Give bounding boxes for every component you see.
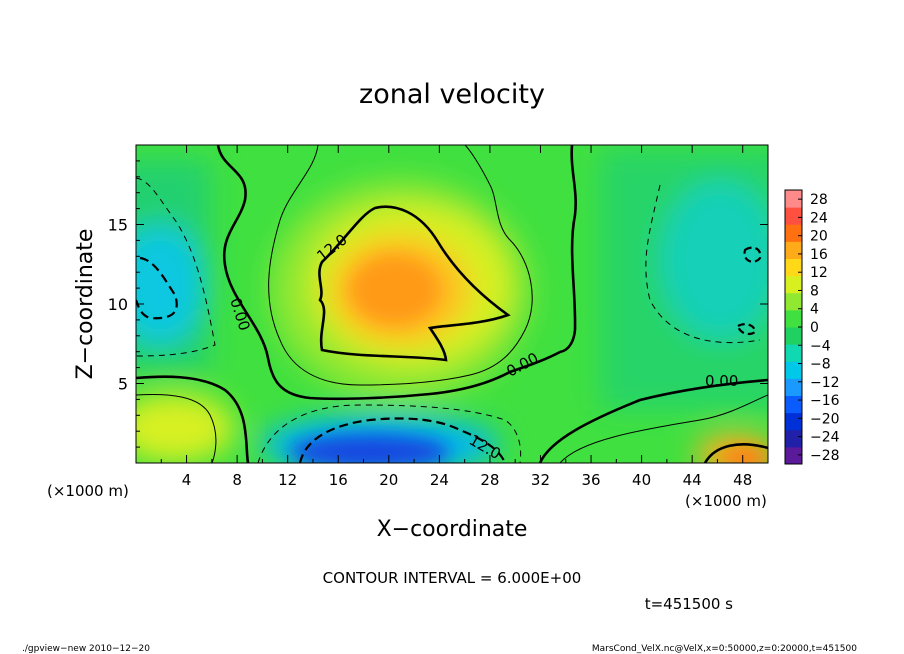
- colorbar-tick-label: 8: [810, 283, 819, 299]
- x-tick-label: 40: [632, 471, 651, 489]
- contour-pos6-southeast: [559, 394, 768, 463]
- x-ticks: 4 8 12 16 20 24 28 32 36 40 44 48: [160, 145, 752, 489]
- x-tick-label: 48: [733, 471, 752, 489]
- x-tick-label: 12: [278, 471, 297, 489]
- colorbar-tick-label: 20: [810, 229, 828, 245]
- colorbar-tick-label: −8: [810, 357, 831, 373]
- x-unit-right: (×1000 m): [685, 492, 767, 510]
- contour-zero-bottom: [136, 375, 250, 463]
- contour-pos6: [268, 145, 533, 386]
- contour-interval-text: CONTOUR INTERVAL = 6.000E+00: [323, 569, 582, 587]
- contour-neg6-west: [136, 177, 216, 357]
- contour-zero-west: [216, 145, 577, 401]
- footer-right-text: MarsCond_VelX.nc@VelX,x=0:50000,z=0:2000…: [592, 644, 857, 654]
- positive-peak: [350, 255, 440, 325]
- colorbar-band: [785, 207, 802, 225]
- negative-core: [290, 434, 450, 463]
- colorbar-tick-label: 28: [810, 192, 828, 208]
- colorbar-band: [785, 378, 802, 396]
- colorbar-tick-label: −28: [810, 448, 840, 464]
- colorbar-band: [785, 309, 802, 328]
- contour-zero-right: [538, 378, 768, 463]
- contour-pos6-south: [136, 393, 217, 463]
- contour-12-southeast: [703, 443, 768, 463]
- contour-neg12-south: [298, 417, 507, 463]
- x-tick-label: 8: [232, 471, 242, 489]
- colorbar-tick-label: 12: [810, 265, 828, 281]
- colorbar-band: [785, 224, 802, 242]
- contour-neg12-east: [736, 246, 762, 336]
- plot-area: [136, 145, 768, 463]
- southeast-peak: [720, 448, 768, 463]
- colorbar-band: [785, 190, 802, 208]
- colorbar-tick-label: −12: [810, 375, 840, 391]
- x-unit-left: (×1000 m): [47, 482, 129, 500]
- colorbar-band: [785, 446, 802, 465]
- west-negative-region: [136, 225, 205, 345]
- colorbar-band: [785, 327, 802, 345]
- colorbar-band: [785, 344, 802, 362]
- y-axis-label: Z−coordinate: [73, 229, 98, 380]
- colorbar-tick-label: −16: [810, 393, 840, 409]
- colorbar-band: [785, 429, 802, 448]
- x-tick-label: 4: [182, 471, 192, 489]
- east-negative-region: [660, 180, 768, 340]
- contour-neg12-west: [136, 256, 178, 320]
- x-tick-label: 36: [581, 471, 600, 489]
- colorbar-band: [785, 258, 802, 277]
- y-tick-label: 10: [108, 295, 128, 314]
- colorbar-band: [785, 395, 802, 414]
- colorbar-band: [785, 275, 802, 294]
- contour-label-zero-east: 0.00: [705, 372, 738, 390]
- x-tick-label: 28: [480, 471, 499, 489]
- x-tick-label: 24: [430, 471, 449, 489]
- y-tick-label: 5: [118, 375, 128, 394]
- x-axis-label: X−coordinate: [377, 517, 528, 542]
- contour-zero-east: [570, 145, 577, 331]
- footer-left-text: ./gpview−new 2010−12−20: [22, 644, 150, 654]
- x-tick-label: 44: [683, 471, 702, 489]
- contour-12-positive: [318, 205, 511, 362]
- colorbar-band: [785, 292, 802, 311]
- x-tick-label: 20: [379, 471, 398, 489]
- southwest-positive-region: [136, 393, 235, 463]
- colorbar-tick-label: 4: [810, 302, 819, 318]
- colorbar-tick-label: −4: [810, 338, 831, 354]
- chart-title: zonal velocity: [359, 79, 545, 110]
- time-text: t=451500 s: [645, 595, 733, 613]
- colorbar-tick-label: 24: [810, 210, 828, 226]
- y-tick-label: 15: [108, 216, 128, 235]
- contour-neg6-south: [257, 404, 522, 463]
- x-tick-label: 32: [531, 471, 550, 489]
- colorbar-tick-label: −24: [810, 430, 840, 446]
- colorbar-tick-label: 0: [810, 320, 819, 336]
- colorbar-tick-label: 16: [810, 247, 828, 263]
- colorbar-band: [785, 241, 802, 259]
- y-ticks: 5 10 15: [108, 160, 768, 448]
- colorbar-band: [785, 361, 802, 379]
- colorbar-tick-label: −20: [810, 411, 840, 427]
- colorbar-band: [785, 412, 802, 431]
- colorbar: 28 24 20 16 12 8 4 0 −4 −8 −12 −16 −20 −24 −28: [784, 189, 840, 465]
- x-tick-label: 16: [329, 471, 348, 489]
